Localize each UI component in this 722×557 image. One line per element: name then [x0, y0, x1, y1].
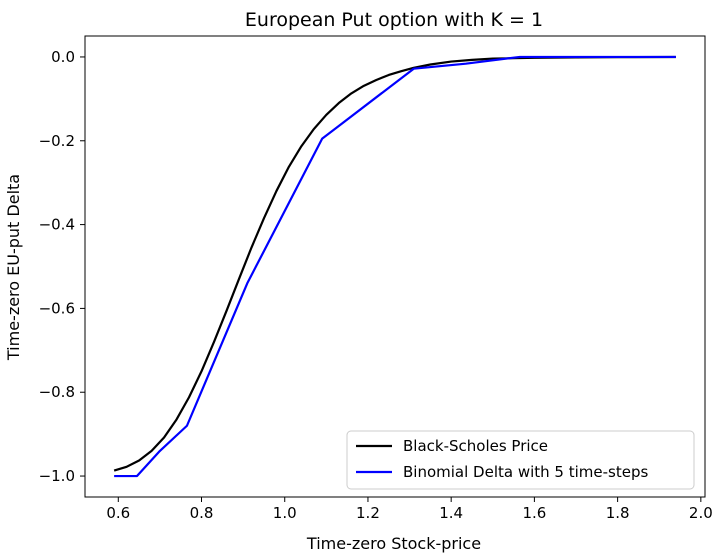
x-tick-label: 1.0	[273, 504, 297, 522]
y-tick-label: −1.0	[39, 467, 75, 485]
y-tick-label: −0.6	[39, 299, 75, 317]
x-tick-label: 1.2	[356, 504, 380, 522]
plot-lines	[113, 55, 676, 478]
y-tick-label: −0.4	[39, 216, 75, 234]
legend-label-binomial: Binomial Delta with 5 time-steps	[403, 463, 648, 481]
legend-label-black-scholes: Black-Scholes Price	[403, 437, 548, 455]
chart-title: European Put option with K = 1	[245, 9, 543, 31]
x-tick-label: 1.6	[522, 504, 546, 522]
x-tick-label: 0.6	[106, 504, 130, 522]
y-tick-label: −0.2	[39, 132, 75, 150]
y-tick-label: 0.0	[51, 48, 75, 66]
plot-frame	[84, 35, 706, 498]
y-axis-ticks: 0.0 −0.2 −0.4 −0.6 −0.8 −1.0	[39, 48, 85, 485]
x-tick-label: 1.4	[439, 504, 463, 522]
legend: Black-Scholes Price Binomial Delta with …	[346, 430, 695, 490]
x-axis-label: Time-zero Stock-price	[306, 534, 481, 553]
x-axis-ticks: 0.6 0.8 1.0 1.2 1.4 1.6 1.8 2.0	[106, 497, 713, 522]
x-tick-label: 1.8	[606, 504, 630, 522]
series-line-binomial	[114, 55, 676, 478]
legend-box	[346, 430, 695, 490]
x-tick-label: 2.0	[689, 504, 713, 522]
x-tick-label: 0.8	[190, 504, 214, 522]
series-line-black-scholes	[113, 55, 676, 472]
y-axis-label: Time-zero EU-put Delta	[4, 174, 23, 361]
y-tick-label: −0.8	[39, 383, 75, 401]
